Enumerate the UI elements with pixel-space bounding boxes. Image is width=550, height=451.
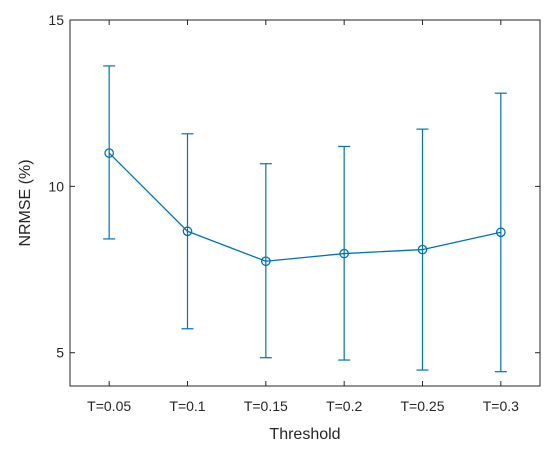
plot-area-frame (69, 19, 541, 387)
x-tick-label: T=0.3 (483, 398, 519, 414)
y-axis-label: NRMSE (%) (17, 159, 34, 246)
data-point (182, 226, 193, 237)
data-point (495, 227, 506, 238)
x-tick-label: T=0.1 (169, 398, 205, 414)
x-axis-ticks: T=0.05 T=0.1 T=0.15 T=0.2 T=0.25 T=0.3 (87, 20, 519, 414)
data-point (417, 244, 428, 255)
y-tick-label: 5 (56, 345, 64, 361)
x-tick-label: T=0.25 (401, 398, 445, 414)
data-point (339, 248, 350, 259)
data-point (104, 148, 115, 158)
y-tick-label: 10 (48, 178, 64, 194)
y-axis-ticks: 5 10 15 (48, 12, 540, 361)
x-tick-label: T=0.15 (244, 398, 288, 414)
series-line (108, 152, 501, 262)
x-tick-label: T=0.05 (87, 398, 131, 414)
data-point (260, 256, 271, 267)
error-bar (103, 65, 116, 240)
x-tick-label: T=0.2 (326, 398, 362, 414)
x-axis-label: Threshold (269, 426, 340, 443)
y-tick-label: 15 (48, 12, 64, 28)
series-layer (103, 65, 507, 373)
